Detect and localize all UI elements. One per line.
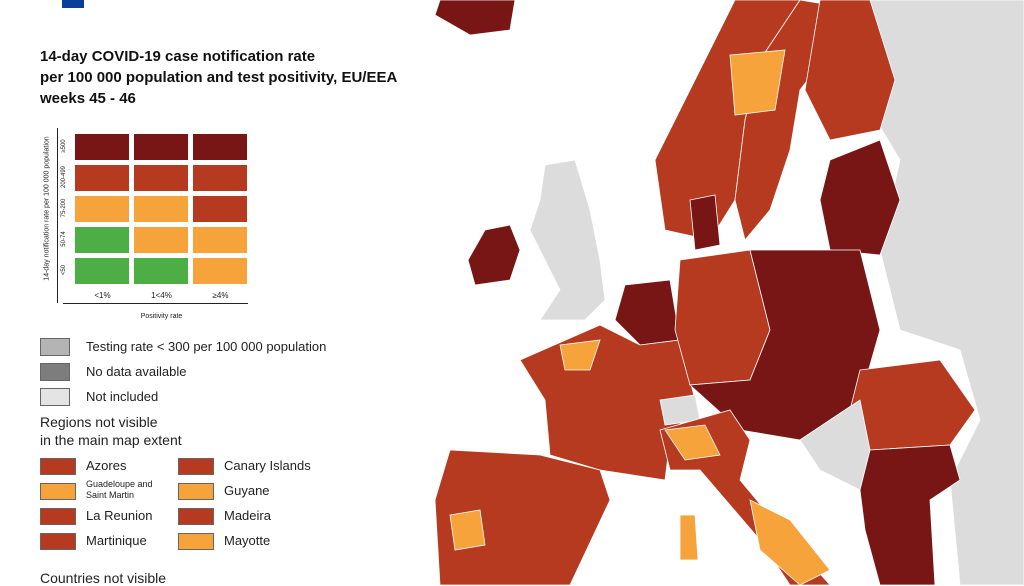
- matrix-cell: [191, 132, 249, 162]
- denmark: [689, 194, 721, 251]
- status-label: No data available: [86, 364, 187, 379]
- matrix-cell: [132, 194, 190, 224]
- logo: [62, 0, 84, 8]
- region-swatch: [40, 483, 76, 500]
- region-label: Guyane: [224, 483, 270, 498]
- region-swatch: [40, 508, 76, 525]
- italy-patch: [664, 424, 721, 461]
- region-label: Mayotte: [224, 533, 271, 548]
- greece-bulgaria: [859, 444, 961, 585]
- region-swatch: [178, 458, 214, 475]
- uk: [529, 159, 606, 321]
- x-arrow: [63, 303, 248, 304]
- region-swatch: [40, 458, 76, 475]
- matrix-cell: [132, 163, 190, 193]
- region-swatch: [178, 533, 214, 550]
- matrix-cell: [191, 256, 249, 286]
- region-label: La Reunion: [86, 508, 153, 523]
- matrix-cell: [73, 163, 131, 193]
- iberia: [434, 449, 611, 585]
- romania: [849, 359, 976, 451]
- region-swatch: [178, 508, 214, 525]
- region-label: Madeira: [224, 508, 271, 523]
- row-label: 50-74: [61, 230, 67, 247]
- non-eu-land: [869, 0, 1024, 585]
- regions-heading: in the main map extent: [40, 432, 182, 448]
- y-arrow: [57, 128, 58, 303]
- countries-heading: Countries not visible: [40, 570, 167, 586]
- region-label: Guadeloupe and Saint Martin: [86, 479, 153, 500]
- region-label: Canary Islands: [224, 458, 311, 473]
- title-line: per 100 000 population and test positivi…: [40, 69, 398, 86]
- status-swatch: [40, 363, 70, 381]
- matrix-cell: [191, 225, 249, 255]
- map-shapes: [434, 0, 1024, 585]
- region-label: Martinique: [86, 533, 147, 548]
- legend-panel: 14-day COVID-19 case notification rate pe…: [0, 0, 420, 586]
- status-label: Not included: [86, 389, 159, 404]
- baltics: [819, 139, 901, 256]
- status-label: Testing rate < 300 per 100 000 populatio…: [86, 339, 327, 354]
- row-label: 200-499: [61, 165, 67, 188]
- matrix-cell: [73, 225, 131, 255]
- iberia-patch: [449, 509, 486, 551]
- benelux: [614, 279, 681, 346]
- finland: [804, 0, 896, 141]
- france-patch: [559, 339, 601, 371]
- matrix-cell: [191, 194, 249, 224]
- title-line: 14-day COVID-19 case notification rate: [40, 48, 316, 65]
- matrix-cell: [132, 256, 190, 286]
- y-axis-label: 14-day notification rate per 100 000 pop…: [43, 135, 51, 281]
- column-label: 1<4%: [151, 291, 172, 300]
- ireland: [467, 224, 521, 286]
- row-label: <50: [61, 264, 67, 275]
- row-label: ≥500: [61, 138, 67, 153]
- regions-heading: Regions not visible: [40, 414, 158, 430]
- central-east: [689, 249, 881, 441]
- matrix-cell: [73, 256, 131, 286]
- matrix-cell: [73, 194, 131, 224]
- status-swatch: [40, 388, 70, 406]
- matrix-cell: [191, 163, 249, 193]
- matrix-cell: [73, 132, 131, 162]
- region-label: Azores: [86, 458, 127, 473]
- column-label: <1%: [94, 291, 111, 300]
- region-swatch: [178, 483, 214, 500]
- matrix-cell: [132, 225, 190, 255]
- status-swatch: [40, 338, 70, 356]
- title-line: weeks 45 - 46: [40, 90, 136, 107]
- row-label: 75-200: [61, 198, 67, 217]
- x-axis-label: Positivity rate: [140, 313, 183, 320]
- sweden-patch: [729, 49, 786, 116]
- region-swatch: [40, 533, 76, 550]
- sardinia: [679, 514, 699, 561]
- iceland: [434, 0, 516, 36]
- column-label: ≥4%: [212, 291, 229, 300]
- italy-south: [749, 499, 831, 585]
- matrix-cell: [132, 132, 190, 162]
